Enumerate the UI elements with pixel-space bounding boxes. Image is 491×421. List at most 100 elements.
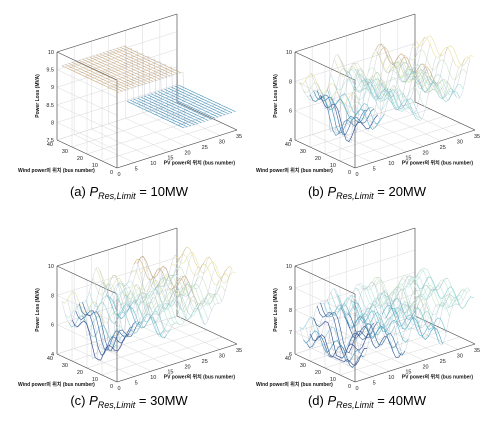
y-tick-label: 20	[77, 370, 83, 376]
y-tick-label: 10	[92, 163, 98, 169]
surface-line	[328, 52, 442, 144]
z-tick-label: 6	[289, 109, 292, 115]
x-tick-label: 20	[185, 364, 191, 370]
surface-line	[85, 300, 144, 335]
surface-line	[299, 276, 414, 344]
panel-caption: (a) PRes,Limit = 10MW	[70, 184, 189, 201]
surface-line	[371, 276, 430, 319]
surface-line	[101, 63, 216, 120]
surface-line	[118, 71, 233, 128]
x-tick-label: 15	[167, 156, 173, 162]
surface-line	[109, 296, 168, 339]
surface-line	[68, 315, 126, 348]
x-axis-label: PV power의 위치 (bus number)	[164, 373, 236, 380]
z-tick-label: 9	[51, 85, 54, 91]
surface-line	[67, 47, 181, 105]
y-tick-label: 30	[62, 363, 68, 369]
surface-line	[356, 59, 471, 121]
y-tick-label: 10	[92, 377, 98, 383]
y-axis-label: Wind power의 위치 (bus number)	[256, 167, 333, 174]
x-tick-label: 5	[373, 167, 376, 173]
chart-panel-4: 6 7 8 9 10 0 5 10 15 20 25 30 35 0 10 20 30 40 Power Loss …	[273, 227, 480, 392]
surface-line	[178, 84, 236, 112]
y-axis-label: Wind power의 위치 (bus number)	[18, 167, 95, 174]
x-tick-label: 20	[423, 364, 429, 370]
surface-line	[364, 285, 423, 329]
z-axis-label: Power Loss (MVA)	[35, 74, 41, 118]
surface-line	[299, 316, 358, 349]
surface-line	[328, 283, 442, 361]
surface-line	[344, 316, 402, 358]
y-tick-label: 40	[47, 356, 53, 362]
surface-line	[95, 256, 210, 350]
x-tick-label: 0	[355, 172, 358, 178]
surface-line	[311, 267, 425, 342]
z-tick-label: 6	[51, 323, 54, 329]
x-tick-label: 25	[440, 359, 446, 365]
x-tick-label: 0	[117, 386, 120, 392]
y-tick-label: 30	[300, 363, 306, 369]
x-axis-label: PV power의 위치 (bus number)	[164, 159, 236, 166]
x-tick-label: 15	[405, 156, 411, 162]
y-axis-label: Wind power의 위치 (bus number)	[18, 381, 95, 388]
z-tick-label: 8	[289, 79, 292, 85]
surface-line	[118, 268, 233, 338]
z-tick-label: 8	[51, 120, 54, 126]
chart-panel-1: 7.5 8 8.5 9 9.5 10 0 5 10 15 20 25 30 35 0 10 20 30 40 Powe…	[35, 13, 242, 178]
z-tick-label: 10	[286, 264, 292, 270]
surface-line	[333, 277, 448, 364]
z-tick-label: 7.5	[46, 138, 54, 144]
y-tick-label: 0	[110, 384, 113, 390]
z-tick-label: 9.5	[46, 68, 54, 74]
surface-line	[84, 267, 199, 360]
surface	[299, 35, 474, 144]
x-tick-label: 5	[135, 381, 138, 387]
x-tick-label: 25	[202, 359, 208, 365]
x-tick-label: 35	[474, 348, 480, 354]
y-tick-label: 40	[285, 356, 291, 362]
surface-line	[339, 58, 454, 125]
x-tick-label: 30	[457, 139, 463, 145]
surface-line	[164, 274, 223, 307]
x-axis-label: PV power의 위치 (bus number)	[402, 159, 474, 166]
surface	[61, 45, 236, 129]
x-tick-label: 10	[150, 161, 156, 167]
surface-line	[101, 269, 216, 352]
x-tick-label: 10	[150, 375, 156, 381]
surface-line	[305, 43, 419, 111]
x-tick-label: 35	[236, 134, 242, 140]
surface-line	[333, 47, 448, 133]
x-tick-label: 30	[219, 139, 225, 145]
surface-line	[339, 290, 454, 366]
surface-line	[107, 66, 221, 123]
z-tick-label: 10	[286, 50, 292, 56]
surface-line	[67, 256, 181, 329]
z-tick-label: 10	[48, 264, 54, 270]
y-tick-label: 20	[77, 156, 83, 162]
z-axis-label: Power Loss (MVA)	[273, 288, 279, 332]
z-tick-label: 9	[289, 286, 292, 292]
y-tick-label: 10	[330, 163, 336, 169]
surface-line	[73, 247, 187, 323]
y-tick-label: 10	[330, 377, 336, 383]
surface-line	[305, 276, 419, 348]
grid	[56, 13, 238, 169]
panel-caption: (c) PRes,Limit = 30MW	[70, 393, 188, 410]
surface-line	[90, 58, 204, 115]
x-tick-label: 35	[474, 134, 480, 140]
y-tick-label: 30	[300, 149, 306, 155]
surface-line	[178, 252, 236, 284]
surface-line	[84, 55, 198, 113]
x-tick-label: 5	[373, 381, 376, 387]
surface-line	[78, 53, 193, 110]
chart-panel-2: 4 6 8 10 0 5 10 15 20 25 30 35 0 10 20 30 40 Power Loss (…	[273, 13, 480, 178]
panel-caption: (b) PRes,Limit = 20MW	[308, 184, 427, 201]
surface-line	[316, 44, 431, 113]
surface-line	[345, 63, 459, 132]
y-tick-label: 0	[348, 384, 351, 390]
x-tick-label: 20	[423, 150, 429, 156]
surface-line	[78, 254, 193, 337]
surface-line	[71, 319, 130, 361]
surface-line	[322, 288, 436, 358]
x-tick-label: 25	[440, 145, 446, 151]
